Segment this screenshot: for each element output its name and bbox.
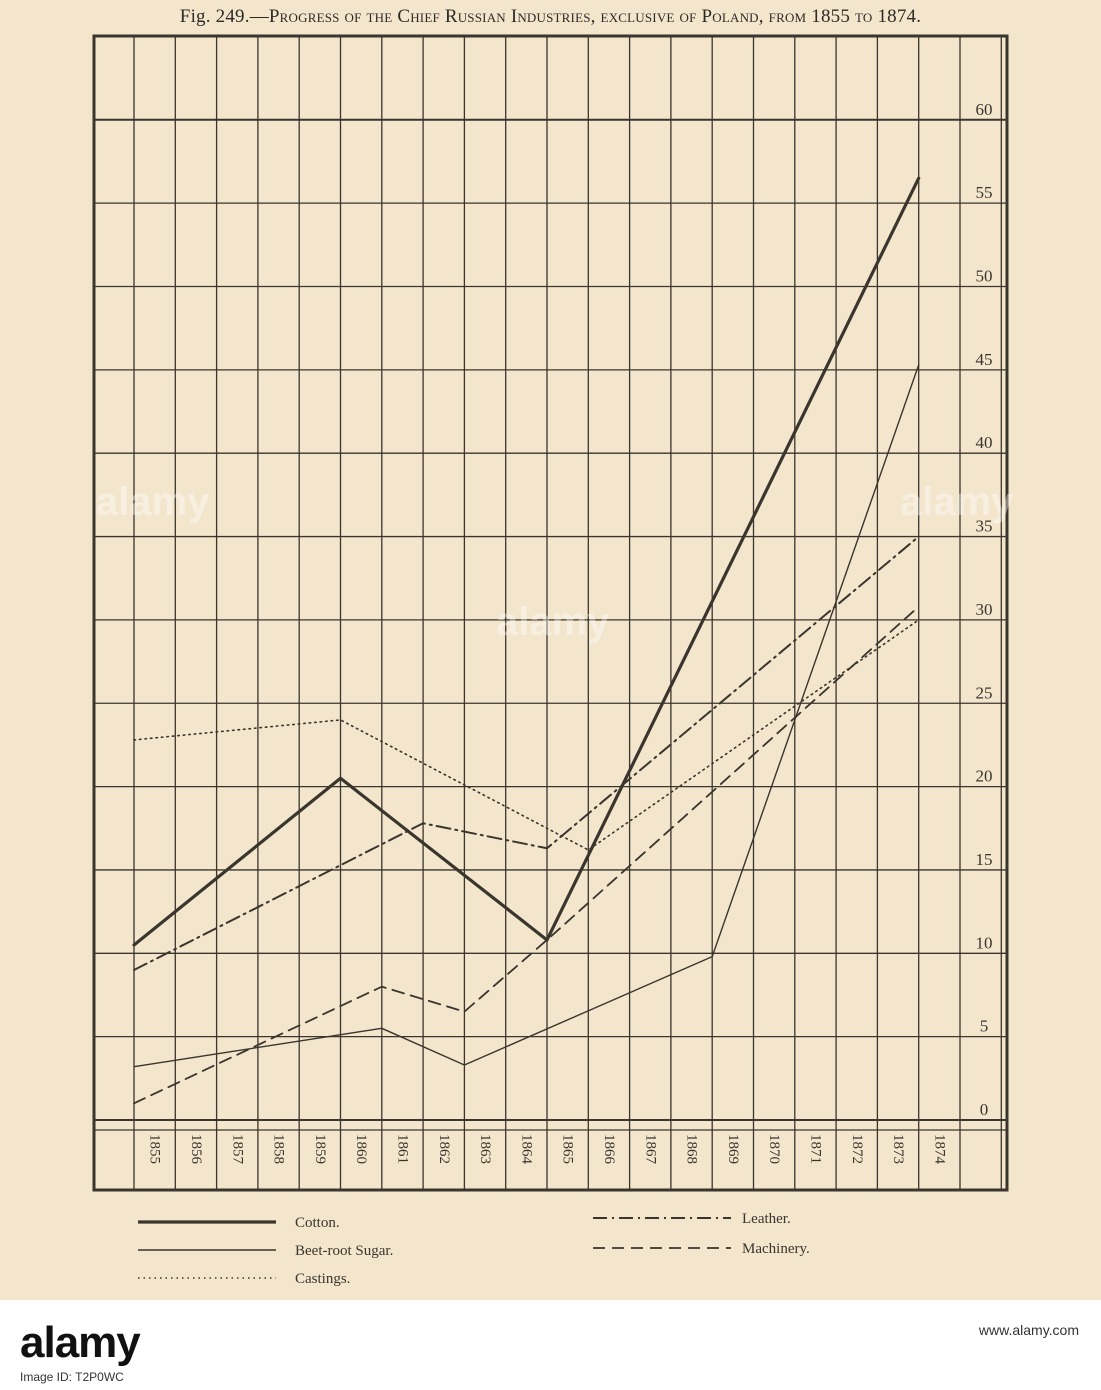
watermark-1: alamy — [96, 480, 210, 524]
x-tick-label: 1863 — [477, 1134, 493, 1164]
y-tick-label: 30 — [976, 600, 993, 619]
x-tick-label: 1864 — [518, 1134, 534, 1165]
x-tick-label: 1872 — [849, 1134, 865, 1164]
chart-title: Fig. 249.—Progress of the Chief Russian … — [0, 6, 1101, 28]
x-tick-label: 1859 — [312, 1134, 328, 1164]
y-tick-label: 50 — [976, 267, 993, 286]
x-tick-label: 1861 — [394, 1134, 410, 1164]
y-tick-label: 0 — [980, 1100, 989, 1119]
x-tick-label: 1874 — [931, 1134, 947, 1165]
legend-label-2: Beet-root Sugar. — [295, 1243, 393, 1259]
series-lines — [132, 176, 921, 1105]
x-tick-label: 1857 — [229, 1134, 245, 1165]
x-tick-labels: 1855 1856 1857 1858 1859 1860 1861 1862 1863 1864… — [147, 1134, 948, 1165]
x-tick-label: 1868 — [684, 1134, 700, 1164]
legend-label-1: Cotton. — [295, 1215, 340, 1231]
y-tick-label: 45 — [976, 350, 993, 369]
site-url: www.alamy.com — [978, 1322, 1079, 1338]
x-tick-label: 1871 — [807, 1134, 823, 1164]
x-tick-label: 1866 — [601, 1134, 617, 1165]
series-line-1 — [132, 176, 921, 947]
image-id: Image ID: T2P0WC — [20, 1370, 124, 1384]
x-tick-label: 1855 — [147, 1134, 163, 1164]
y-tick-labels: 0 5 10 15 20 25 30 35 40 45 50 55 60 — [976, 100, 993, 1119]
x-tick-label: 1858 — [271, 1134, 287, 1164]
series-line-3 — [133, 619, 920, 851]
legend-label-3: Castings. — [295, 1271, 350, 1287]
figure-number: Fig. 249.— — [179, 6, 269, 27]
plot-frame — [92, 34, 1009, 1192]
legend-label-4: Leather. — [742, 1211, 791, 1227]
series-line-4 — [133, 535, 920, 971]
legend-label-5: Machinery. — [742, 1241, 810, 1257]
x-tick-label: 1865 — [560, 1134, 576, 1164]
y-tick-label: 35 — [976, 517, 993, 536]
watermark-3: alamy — [900, 480, 1014, 524]
x-tick-label: 1856 — [188, 1134, 204, 1165]
stock-photo-footer: alamy Image ID: T2P0WC www.alamy.com — [0, 1300, 1101, 1390]
title-text: Progress of the Chief Russian Industries… — [268, 6, 922, 27]
brand-logo: alamy — [20, 1318, 141, 1367]
x-tick-label: 1869 — [725, 1134, 741, 1164]
x-tick-label: 1870 — [766, 1134, 782, 1164]
watermark-2: alamy — [496, 600, 610, 644]
y-tick-label: 40 — [976, 433, 993, 452]
x-tick-label: 1867 — [642, 1134, 658, 1165]
y-tick-label: 25 — [976, 683, 993, 702]
y-tick-label: 5 — [980, 1017, 989, 1036]
y-tick-label: 60 — [976, 100, 993, 119]
series-line-5 — [133, 605, 920, 1105]
grid — [92, 34, 1009, 1192]
series-line-2 — [133, 364, 920, 1068]
x-tick-label: 1862 — [436, 1134, 452, 1164]
y-tick-label: 20 — [976, 767, 993, 786]
x-tick-label: 1873 — [890, 1134, 906, 1164]
y-tick-label: 55 — [976, 183, 993, 202]
y-tick-label: 10 — [976, 933, 993, 952]
legend: Cotton. Beet-root Sugar. Castings. Leather.… — [138, 1211, 810, 1287]
x-tick-label: 1860 — [353, 1134, 369, 1164]
y-tick-label: 15 — [976, 850, 993, 869]
